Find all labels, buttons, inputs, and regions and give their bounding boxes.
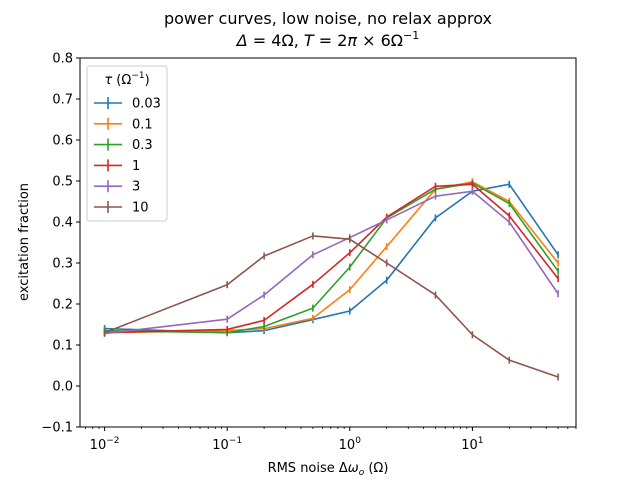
- legend-entry: 3: [94, 180, 140, 195]
- series-line: [104, 183, 559, 334]
- series-line: [104, 235, 559, 378]
- chart-title-line1: power curves, low noise, no relax approx: [164, 9, 492, 28]
- legend-label: 0.3: [132, 138, 153, 153]
- y-tick-label: 0.5: [52, 175, 73, 190]
- x-tick-label: 101: [461, 436, 483, 453]
- legend-label: 1: [132, 159, 140, 174]
- legend-label: 0.1: [132, 117, 153, 132]
- legend-label: 0.03: [132, 97, 161, 112]
- y-tick-label: 0.1: [52, 339, 73, 354]
- series-10: [103, 232, 559, 381]
- y-tick-label: 0.6: [52, 134, 73, 149]
- y-tick-label: 0.0: [52, 380, 73, 395]
- series-line: [104, 190, 559, 335]
- legend-entry: 10: [94, 201, 149, 216]
- legend-entry: 0.03: [94, 97, 161, 112]
- legend-label: 10: [132, 201, 149, 216]
- legend-entry: 1: [94, 159, 140, 174]
- legend-entry: 0.3: [94, 138, 153, 153]
- legend-label: 3: [132, 180, 140, 195]
- y-tick-label: 0.4: [52, 216, 73, 231]
- x-tick-label: 100: [339, 436, 362, 453]
- legend-box: [86, 65, 168, 222]
- y-tick-label: −0.1: [41, 421, 73, 436]
- y-tick-label: 0.8: [52, 52, 73, 67]
- x-axis-title: RMS noise Δωo (Ω): [268, 461, 389, 478]
- x-tick-label: 10−1: [212, 436, 242, 453]
- series-line: [104, 182, 559, 334]
- chart-title-line2: Δ = 4Ω, T = 2π × 6Ω−1: [235, 29, 420, 50]
- x-tick-label: 10−2: [90, 436, 120, 453]
- y-axis-title: excitation fraction: [17, 183, 32, 301]
- axis-ticks: −0.1 0.0 0.1 0.2 0.3 0.4 0.5 0.6 0.7 0.8 10−2 10−1 1…: [41, 52, 577, 453]
- y-tick-label: 0.2: [52, 298, 73, 313]
- series-line: [104, 183, 559, 334]
- series-layer: [103, 178, 559, 381]
- legend-entry: 0.1: [94, 117, 153, 132]
- legend: τ (Ω−1) 0.03 0.1 0.3 1 3 10: [86, 65, 168, 222]
- y-tick-label: 0.3: [52, 257, 73, 272]
- legend-title: τ (Ω−1): [104, 71, 149, 88]
- y-tick-label: 0.7: [52, 93, 73, 108]
